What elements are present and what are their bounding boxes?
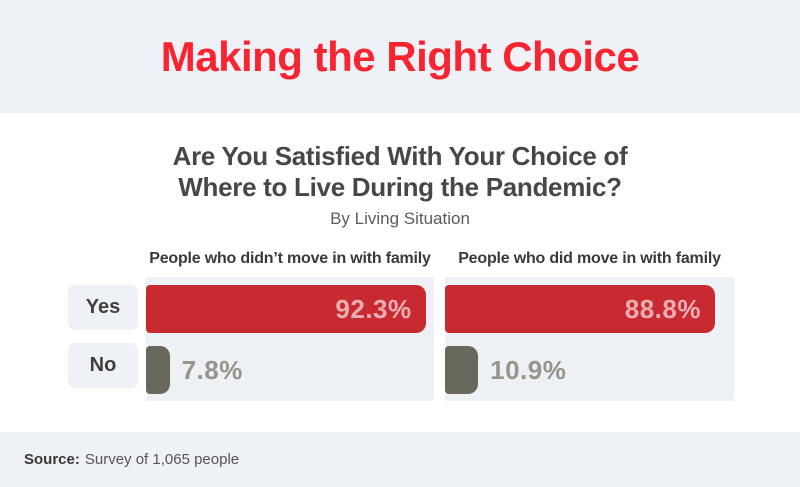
bar-row-no-did-move: 10.9% — [445, 346, 734, 394]
row-label-no: No — [68, 343, 138, 388]
chart-panel-didnt-move: 92.3% 7.8% — [146, 277, 434, 401]
bar-value-yes-didnt-move: 92.3% — [335, 293, 412, 324]
chart-section: Are You Satisfied With Your Choice of Wh… — [0, 113, 800, 432]
bar-row-yes-didnt-move: 92.3% — [146, 285, 434, 333]
footer-band: Source: Survey of 1,065 people — [0, 432, 800, 487]
chart-area: Yes No 92.3% 7.8% 88.8% — [68, 277, 800, 401]
row-labels: Yes No — [68, 277, 138, 401]
chart-title-line-1: Are You Satisfied With Your Choice of — [172, 141, 628, 171]
source-label: Source: — [24, 451, 80, 468]
column-header-didnt-move: People who didn’t move in with family — [149, 250, 431, 267]
header-band: Making the Right Choice — [0, 0, 800, 113]
bar-yes-did-move: 88.8% — [445, 285, 715, 333]
bar-value-no-didnt-move: 7.8% — [181, 354, 243, 385]
bar-row-yes-did-move: 88.8% — [445, 285, 734, 333]
bar-value-no-did-move: 10.9% — [490, 354, 567, 385]
column-header-did-move: People who did move in with family — [458, 250, 721, 267]
chart-subtitle: By Living Situation — [330, 209, 470, 228]
bar-value-yes-did-move: 88.8% — [624, 293, 701, 324]
bar-yes-didnt-move: 92.3% — [146, 285, 426, 333]
chart-title-line-2: Where to Live During the Pandemic? — [178, 172, 622, 202]
bar-row-no-didnt-move: 7.8% — [146, 346, 434, 394]
source-text: Survey of 1,065 people — [84, 451, 240, 468]
row-label-yes: Yes — [68, 285, 138, 330]
bar-no-didnt-move — [146, 346, 170, 394]
chart-panel-did-move: 88.8% 10.9% — [445, 277, 734, 401]
chart-title: Are You Satisfied With Your Choice of Wh… — [0, 141, 800, 203]
column-headers: People who didn’t move in with family Pe… — [146, 250, 800, 268]
bar-no-did-move — [445, 346, 479, 394]
page-title: Making the Right Choice — [160, 32, 640, 80]
